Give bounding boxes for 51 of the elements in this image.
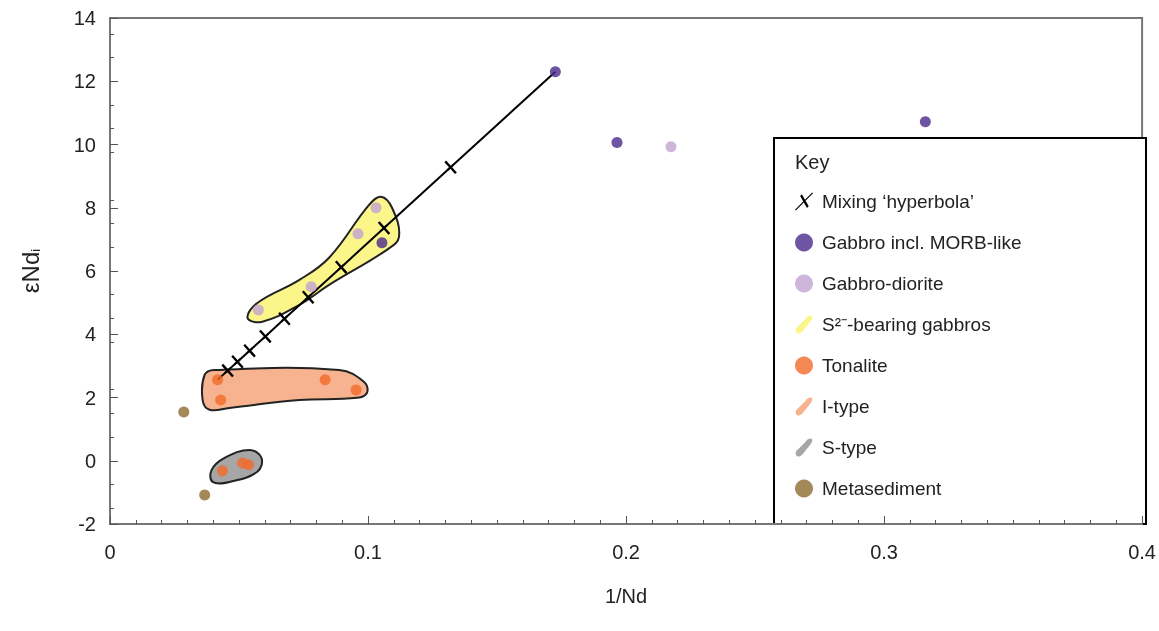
legend-label: Metasediment bbox=[822, 478, 943, 499]
point bbox=[243, 343, 256, 358]
point bbox=[212, 374, 224, 386]
point bbox=[178, 406, 190, 418]
y-tick-label: 2 bbox=[84, 386, 96, 409]
x-tick-label: 0 bbox=[104, 541, 116, 563]
x-tick-label: 0.3 bbox=[870, 541, 898, 563]
y-tick-label: 12 bbox=[73, 70, 96, 93]
legend-label: Gabbro-diorite bbox=[822, 273, 944, 294]
y-tick-label: 4 bbox=[84, 323, 96, 346]
legend-label: Tonalite bbox=[822, 355, 888, 376]
point bbox=[215, 394, 227, 406]
point bbox=[377, 221, 391, 235]
point bbox=[444, 160, 457, 175]
point bbox=[217, 465, 228, 477]
point bbox=[370, 202, 382, 214]
point bbox=[319, 374, 331, 386]
legend-label: Mixing ‘hyperbola’ bbox=[822, 191, 975, 212]
y-tick-label: 0 bbox=[84, 449, 96, 472]
point bbox=[376, 237, 388, 249]
point bbox=[352, 228, 364, 240]
y-tick-label: 6 bbox=[84, 260, 96, 282]
point bbox=[611, 137, 623, 149]
point bbox=[243, 459, 255, 471]
point bbox=[252, 304, 264, 316]
y-tick-label: 10 bbox=[73, 133, 96, 156]
point bbox=[665, 141, 677, 153]
y-axis-title: εNdi bbox=[16, 248, 44, 294]
x-axis-title: 1/Nd bbox=[604, 585, 648, 607]
point bbox=[334, 260, 348, 274]
point bbox=[549, 66, 561, 78]
point bbox=[231, 355, 244, 369]
point bbox=[259, 329, 272, 344]
point bbox=[305, 281, 317, 293]
legend-label: I-type bbox=[822, 396, 870, 417]
x-tick-label: 0.4 bbox=[1128, 541, 1156, 563]
x-tick-label: 0.1 bbox=[354, 541, 382, 563]
y-tick-label: 8 bbox=[84, 196, 96, 219]
y-tick-label: 14 bbox=[73, 7, 96, 29]
point bbox=[350, 384, 362, 396]
point bbox=[301, 290, 315, 304]
legend-title: Key bbox=[795, 151, 830, 173]
legend-label: S-type bbox=[822, 437, 877, 458]
point bbox=[221, 363, 234, 378]
point bbox=[199, 489, 211, 501]
legend-label: Gabbro incl. MORB-like bbox=[822, 232, 1022, 253]
x-tick-label: 0.2 bbox=[612, 541, 640, 563]
legend-label: S²⁻-bearing gabbros bbox=[822, 314, 991, 335]
point bbox=[919, 116, 931, 128]
point bbox=[278, 312, 291, 326]
y-tick-label: -2 bbox=[78, 513, 96, 535]
